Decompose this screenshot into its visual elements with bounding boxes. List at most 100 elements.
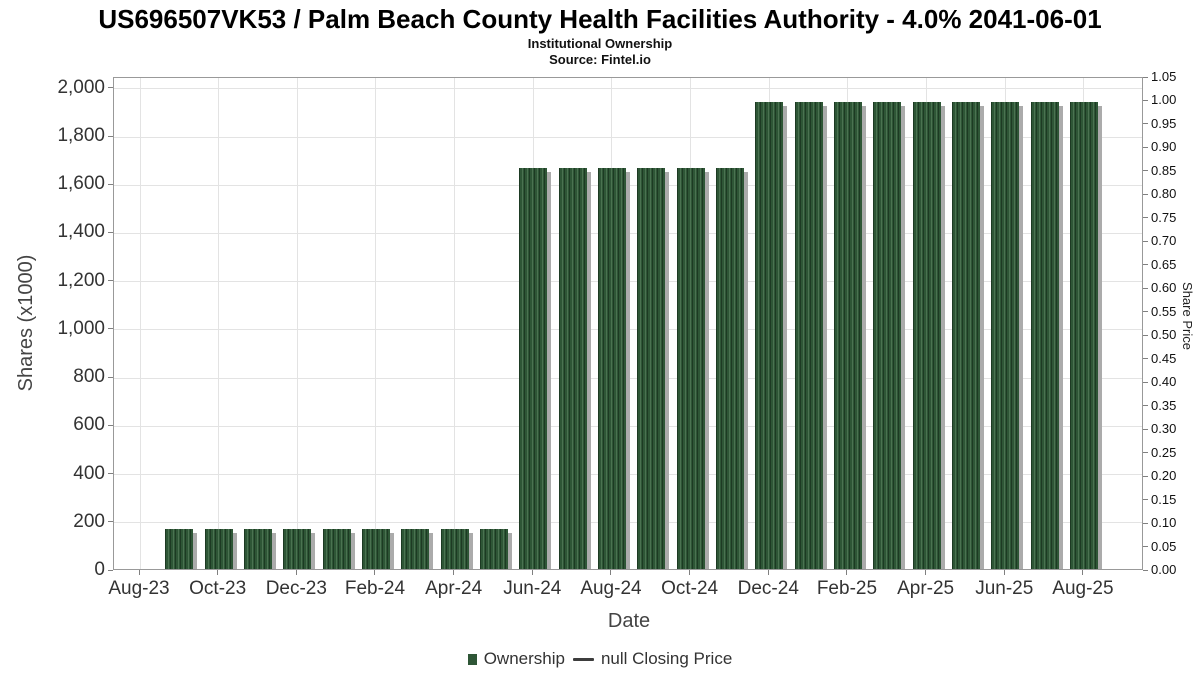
- ownership-legend-item[interactable]: Ownership: [467, 649, 565, 669]
- right-y-tick-label: 0.65: [1151, 256, 1177, 272]
- left-y-tick-mark: [108, 376, 113, 378]
- x-tick-label: Oct-24: [661, 578, 719, 599]
- x-tick-mark: [689, 570, 691, 575]
- x-axis-title: Date: [607, 610, 651, 632]
- x-tick-mark: [610, 570, 612, 575]
- x-tick-label: Oct-23: [189, 578, 247, 599]
- ownership-bar[interactable]: [1030, 102, 1059, 569]
- x-tick-label: Feb-24: [344, 578, 406, 599]
- right-y-tick-mark: [1143, 334, 1148, 336]
- x-tick-label: Dec-23: [265, 578, 327, 599]
- ownership-bar[interactable]: [519, 168, 548, 569]
- ownership-bar[interactable]: [873, 102, 902, 569]
- left-y-tick-label: 1,200: [57, 269, 105, 291]
- right-y-tick-label: 0.70: [1151, 233, 1177, 249]
- left-y-tick-label: 0: [94, 559, 105, 580]
- right-y-tick-label: 0.85: [1151, 162, 1177, 178]
- closing-price-legend-item[interactable]: null Closing Price: [572, 649, 733, 669]
- ownership-bar[interactable]: [361, 528, 390, 569]
- right-y-tick-label: 0.15: [1151, 491, 1177, 507]
- ownership-bar[interactable]: [401, 528, 430, 569]
- left-y-tick-mark: [108, 135, 113, 137]
- left-y-tick-mark: [108, 473, 113, 475]
- right-y-tick-label: 0.45: [1151, 350, 1177, 366]
- x-tick-label: Aug-24: [580, 578, 642, 599]
- ownership-bar[interactable]: [794, 102, 823, 569]
- x-tick-mark: [531, 570, 533, 575]
- right-y-tick-label: 0.30: [1151, 421, 1177, 437]
- left-y-tick-mark: [108, 280, 113, 282]
- x-tick-label: Jun-24: [503, 578, 562, 599]
- ownership-bar[interactable]: [755, 102, 784, 569]
- right-y-tick-mark: [1143, 311, 1148, 313]
- x-tick-label: Dec-24: [737, 578, 799, 599]
- right-y-tick-label: 0.40: [1151, 374, 1177, 390]
- ownership-bar[interactable]: [676, 168, 705, 569]
- ownership-bar[interactable]: [479, 528, 508, 569]
- ownership-bar[interactable]: [951, 102, 980, 569]
- left-y-tick-label: 1,800: [57, 125, 105, 147]
- x-tick-mark: [1003, 570, 1005, 575]
- right-y-tick-mark: [1143, 146, 1148, 148]
- ownership-bar[interactable]: [440, 528, 469, 569]
- ownership-bar[interactable]: [912, 102, 941, 569]
- ownership-bar[interactable]: [991, 102, 1020, 569]
- chart-source: Source: Fintel.io: [549, 52, 651, 67]
- right-y-tick-label: 0.35: [1151, 397, 1177, 413]
- right-y-tick-mark: [1143, 405, 1148, 407]
- ownership-bar[interactable]: [597, 168, 626, 569]
- left-y-tick-label: 1,400: [57, 221, 105, 243]
- chart-title: US696507VK53 / Palm Beach County Health …: [98, 4, 1102, 34]
- right-y-tick-mark: [1143, 381, 1148, 383]
- left-y-tick-mark: [108, 521, 113, 523]
- right-y-tick-mark: [1143, 170, 1148, 172]
- right-y-tick-mark: [1143, 76, 1148, 78]
- right-y-tick-label: 0.90: [1151, 139, 1177, 155]
- grid-v-line: [296, 78, 298, 569]
- ownership-bar[interactable]: [204, 528, 233, 569]
- right-y-tick-label: 0.20: [1151, 468, 1177, 484]
- left-y-tick-mark: [108, 569, 113, 571]
- right-y-tick-mark: [1143, 123, 1148, 125]
- right-y-tick-label: 1.05: [1151, 69, 1177, 84]
- x-tick-mark: [846, 570, 848, 575]
- closing-price-legend-label: null Closing Price: [600, 649, 733, 668]
- x-tick-mark: [925, 570, 927, 575]
- left-y-tick-mark: [108, 328, 113, 330]
- grid-v-line: [139, 78, 141, 569]
- right-y-tick-mark: [1143, 264, 1148, 266]
- ownership-bar[interactable]: [322, 528, 351, 569]
- x-tick-label: Jun-25: [975, 578, 1034, 599]
- chart-subtitle: Institutional Ownership: [527, 36, 673, 51]
- left-y-tick-mark: [108, 424, 113, 426]
- ownership-bar[interactable]: [637, 168, 666, 569]
- left-y-tick-mark: [108, 231, 113, 233]
- left-y-tick-mark: [108, 87, 113, 89]
- ownership-bar[interactable]: [558, 168, 587, 569]
- ownership-bar[interactable]: [283, 528, 312, 569]
- left-y-tick-label: 400: [73, 462, 105, 484]
- x-tick-label: Feb-25: [816, 578, 878, 599]
- x-tick-mark: [453, 570, 455, 575]
- ownership-bar[interactable]: [1069, 102, 1098, 569]
- x-tick-mark: [374, 570, 376, 575]
- right-y-tick-mark: [1143, 428, 1148, 430]
- ownership-bar[interactable]: [243, 528, 272, 569]
- x-tick-mark: [767, 570, 769, 575]
- ownership-bar[interactable]: [165, 528, 194, 569]
- right-y-tick-mark: [1143, 358, 1148, 360]
- left-y-tick-label: 1,000: [57, 317, 105, 339]
- right-y-tick-label: 0.60: [1151, 280, 1177, 296]
- right-y-tick-label: 0.80: [1151, 186, 1177, 202]
- right-y-tick-label: 0.05: [1151, 538, 1177, 554]
- right-y-tick-label: 0.10: [1151, 515, 1177, 531]
- ownership-bar[interactable]: [715, 168, 744, 569]
- ownership-bar[interactable]: [833, 102, 862, 569]
- grid-h-line: [114, 88, 1142, 90]
- grid-h-line: [114, 136, 1142, 138]
- right-y-tick-mark: [1143, 546, 1148, 548]
- right-axis-title: Share Price: [1180, 282, 1195, 350]
- x-tick-mark: [138, 570, 140, 575]
- closing-price-legend-marker-icon: [572, 657, 594, 661]
